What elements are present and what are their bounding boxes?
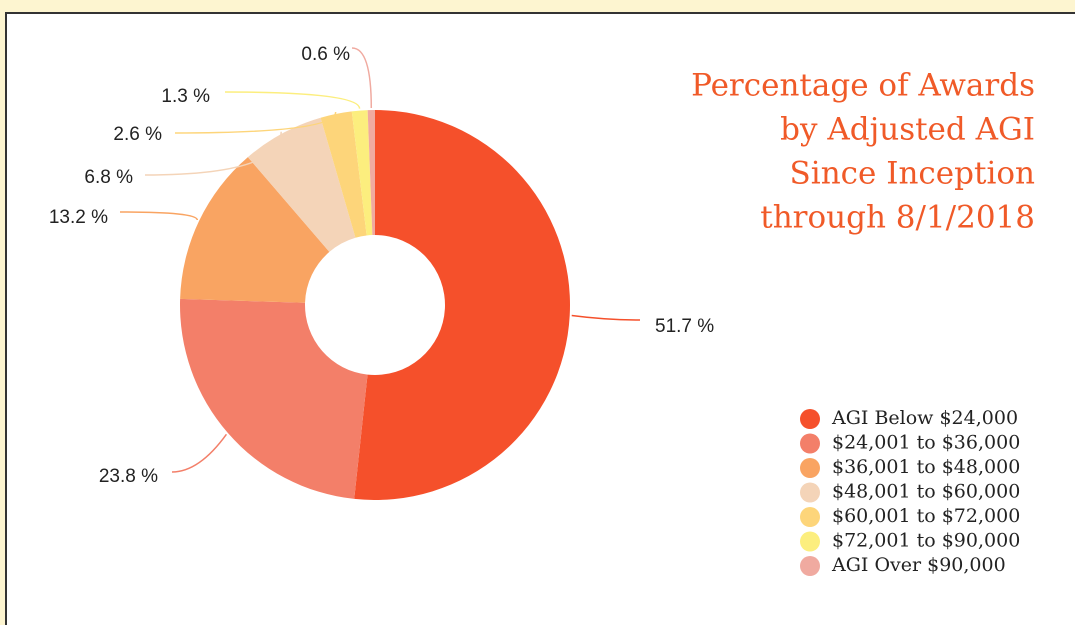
legend-label: $60,001 to $72,000: [832, 505, 1020, 527]
donut-slice: [180, 298, 368, 499]
legend-label: $36,001 to $48,000: [832, 456, 1020, 478]
leader-line: [144, 131, 282, 176]
chart-title: by Adjusted AGI: [780, 112, 1035, 148]
legend-label: AGI Below $24,000: [831, 407, 1018, 429]
legend-swatch: [800, 531, 820, 552]
leader-line: [571, 314, 641, 321]
legend-swatch: [800, 556, 820, 576]
data-label: 1.3 %: [161, 86, 210, 107]
leader-line: [174, 111, 337, 134]
data-label: 51.7 %: [655, 316, 714, 337]
legend-label: AGI Over $90,000: [831, 554, 1006, 576]
legend-label: $24,001 to $36,000: [832, 432, 1020, 454]
legend-swatch: [800, 507, 820, 527]
chart-title: through 8/1/2018: [760, 200, 1035, 236]
donut-slice: [247, 117, 356, 252]
leader-line: [171, 433, 228, 473]
donut-slice: [354, 110, 571, 500]
legend-label: $72,001 to $90,000: [832, 530, 1020, 552]
data-label: 2.6 %: [113, 124, 162, 145]
donut-slice: [367, 110, 375, 236]
legend-swatch: [800, 433, 820, 454]
leader-line: [119, 211, 199, 221]
leader-line: [224, 91, 361, 109]
donut-slice: [320, 111, 367, 238]
legend-swatch: [800, 458, 820, 478]
chart-title: Percentage of Awards: [691, 68, 1035, 104]
leader-line: [351, 47, 373, 109]
chart-title: Since Inception: [790, 156, 1035, 192]
data-label: 13.2 %: [49, 207, 108, 228]
legend-label: $48,001 to $60,000: [832, 481, 1020, 503]
data-label: 0.6 %: [301, 44, 350, 65]
donut-slice: [180, 157, 330, 303]
legend-swatch: [800, 482, 820, 503]
data-label: 23.8 %: [99, 466, 158, 487]
donut-slice: [351, 110, 373, 236]
data-label: 6.8 %: [84, 167, 133, 188]
legend-swatch: [800, 409, 820, 429]
